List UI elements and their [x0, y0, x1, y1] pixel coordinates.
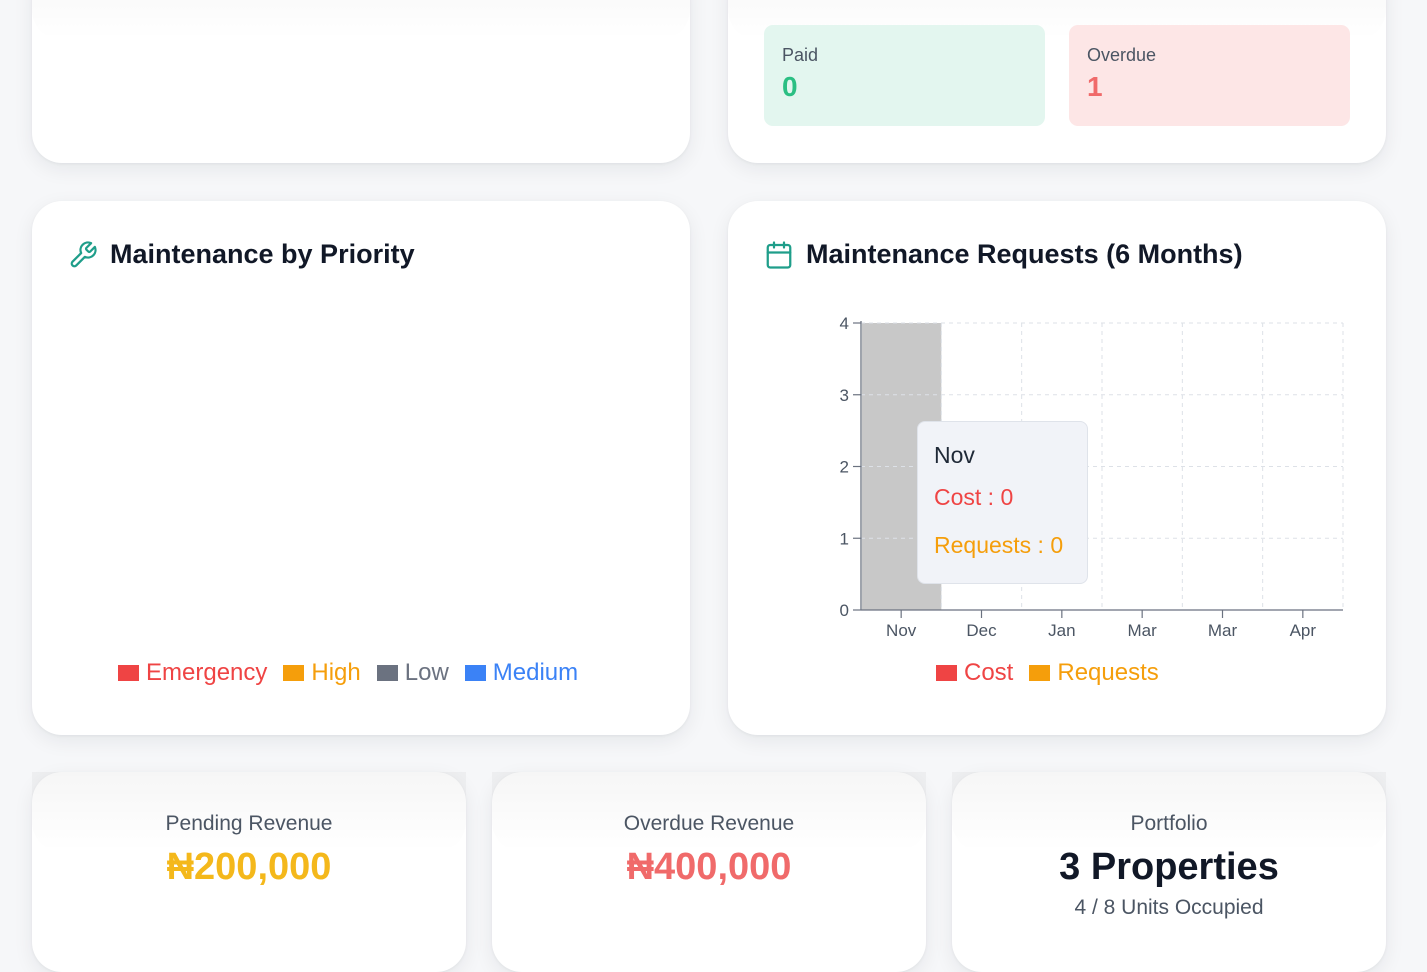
tooltip-title: Nov [934, 442, 975, 468]
legend-item-cost[interactable]: Cost [936, 659, 1013, 687]
portfolio-label: Portfolio [1130, 812, 1208, 835]
overdue-status-box: Overdue 1 [1069, 25, 1350, 126]
portfolio-card: Portfolio 3 Properties 4 / 8 Units Occup… [952, 772, 1386, 972]
payment-status-card: Paid 0 Overdue 1 [728, 0, 1386, 163]
tooltip-cost: Cost : 0 [934, 484, 1014, 510]
calendar-icon [766, 240, 792, 269]
requests-card-title: Maintenance Requests (6 Months) [806, 239, 1243, 269]
legend-label-high: High [311, 659, 361, 686]
portfolio-units-occupied: 4 / 8 Units Occupied [1074, 896, 1264, 919]
x-tick-label: Mar [1208, 621, 1238, 640]
chart-tooltip: Nov Cost : 0 Requests : 0 [917, 421, 1088, 584]
y-tick-label: 1 [840, 529, 849, 548]
overdue-revenue-value: ₦400,000 [626, 846, 792, 888]
requests-swatch [1029, 665, 1051, 681]
priority-legend: Emergency High Low Medium [118, 659, 578, 687]
emergency-swatch [118, 665, 139, 681]
maintenance-requests-card: Maintenance Requests (6 Months) 0 1 2 3 4 Nov… [728, 201, 1386, 735]
overdue-count: 1 [1087, 71, 1103, 102]
legend-label-medium: Medium [492, 659, 579, 686]
cost-swatch [936, 665, 957, 681]
top-left-card [32, 0, 690, 163]
requests-card-header: Maintenance Requests (6 Months) [764, 239, 1243, 270]
portfolio-value: 3 Properties [1059, 846, 1279, 888]
pending-revenue-label: Pending Revenue [165, 812, 333, 835]
legend-item-emergency[interactable]: Emergency [118, 659, 267, 687]
x-tick-label: Dec [966, 621, 997, 640]
legend-label-low: Low [404, 659, 449, 686]
legend-item-requests[interactable]: Requests [1029, 659, 1159, 687]
legend-item-high[interactable]: High [283, 659, 361, 687]
legend-label-requests: Requests [1057, 659, 1159, 686]
requests-legend: Cost Requests [936, 659, 1159, 687]
x-tick-label: Nov [886, 621, 917, 640]
pending-revenue-value: ₦200,000 [166, 846, 332, 888]
overdue-revenue-label: Overdue Revenue [623, 812, 795, 835]
low-swatch [376, 665, 398, 681]
wrench-icon [70, 240, 97, 267]
y-tick-label: 4 [840, 314, 849, 333]
legend-item-low[interactable]: Low [376, 659, 449, 687]
paid-label: Paid [782, 45, 819, 65]
x-tick-label: Apr [1290, 621, 1317, 640]
tooltip-requests: Requests : 0 [934, 532, 1064, 558]
paid-status-box: Paid 0 [764, 25, 1045, 126]
legend-label-emergency: Emergency [146, 659, 268, 686]
medium-swatch [464, 665, 486, 681]
x-tick-label: Jan [1048, 621, 1075, 640]
pending-revenue-card: Pending Revenue ₦200,000 [32, 772, 466, 972]
high-swatch [283, 665, 305, 681]
overdue-revenue-card: Overdue Revenue ₦400,000 [492, 772, 926, 972]
y-tick-label: 0 [840, 601, 849, 620]
overdue-label: Overdue [1087, 45, 1157, 65]
legend-item-medium[interactable]: Medium [464, 659, 579, 687]
priority-card-title: Maintenance by Priority [110, 239, 415, 269]
paid-count: 0 [782, 71, 798, 102]
legend-label-cost: Cost [964, 659, 1014, 686]
x-tick-label: Mar [1128, 621, 1158, 640]
y-tick-label: 3 [840, 386, 849, 405]
priority-card-header: Maintenance by Priority [68, 239, 415, 270]
maintenance-priority-card: Maintenance by Priority Emergency High L… [32, 201, 690, 735]
y-tick-label: 2 [840, 458, 849, 477]
